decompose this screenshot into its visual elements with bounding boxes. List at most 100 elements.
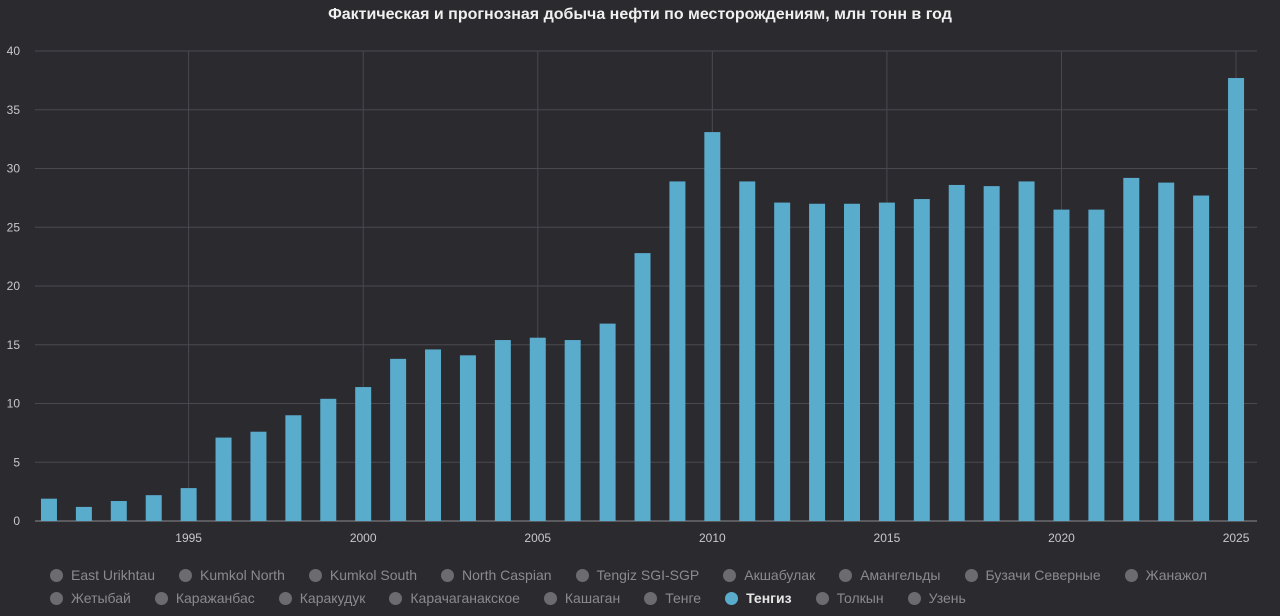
legend-dot-icon <box>50 568 63 582</box>
bar-2023[interactable] <box>1158 182 1175 521</box>
legend-dot-icon <box>441 568 455 582</box>
bar-2000[interactable] <box>355 387 372 521</box>
bar-1997[interactable] <box>250 431 267 521</box>
chart-title: Фактическая и прогнозная добыча нефти по… <box>328 6 952 23</box>
bar-2013[interactable] <box>809 203 826 521</box>
y-tick-label: 5 <box>13 455 20 469</box>
x-tick-label: 1995 <box>175 531 202 545</box>
bar-1992[interactable] <box>75 506 92 521</box>
bar-2020[interactable] <box>1053 209 1070 521</box>
bar-2014[interactable] <box>843 203 860 521</box>
bar-2001[interactable] <box>390 358 407 521</box>
bar-1995[interactable] <box>180 488 197 521</box>
bar-1999[interactable] <box>320 398 337 521</box>
bar-1994[interactable] <box>145 495 162 521</box>
legend-item[interactable]: Кашаган <box>543 590 621 606</box>
bar-2007[interactable] <box>599 323 616 521</box>
legend-item[interactable]: Акшабулак <box>723 567 815 583</box>
bar-2024[interactable] <box>1193 195 1210 521</box>
x-tick-label: 2020 <box>1048 531 1075 545</box>
legend-label: North Caspian <box>462 567 552 583</box>
x-tick-label: 2010 <box>699 531 726 545</box>
bar-2018[interactable] <box>983 186 1000 521</box>
bar-2011[interactable] <box>739 181 756 522</box>
legend-label: East Urikhtau <box>71 567 156 583</box>
x-axis: 1995 2000 2005 2010 2015 2020 2025 <box>175 531 1249 545</box>
legend-item[interactable]: East Urikhtau <box>50 567 155 583</box>
legend-dot-icon <box>839 568 853 582</box>
bar-2006[interactable] <box>564 340 581 521</box>
bar-2025[interactable] <box>1228 78 1245 522</box>
bar-1998[interactable] <box>285 415 302 521</box>
bar-2019[interactable] <box>1018 181 1035 522</box>
legend-dot-icon <box>50 591 63 605</box>
legend-item[interactable]: Каракудук <box>278 590 366 606</box>
y-tick-label: 0 <box>13 514 20 528</box>
bar-2017[interactable] <box>948 184 965 521</box>
x-tick-label: 2015 <box>874 531 901 545</box>
legend-dot-icon <box>907 591 921 605</box>
legend-dot-icon <box>575 568 589 582</box>
y-tick-label: 10 <box>7 397 21 411</box>
bar-2015[interactable] <box>878 202 895 521</box>
legend-dot-icon <box>644 591 658 605</box>
legend-label: Толкын <box>836 590 884 606</box>
legend-item[interactable]: Толкын <box>815 590 884 606</box>
bar-2022[interactable] <box>1123 177 1140 521</box>
legend-label: Жанажол <box>1145 567 1208 583</box>
legend-item[interactable]: Каражанбас <box>154 590 255 606</box>
legend-label: Жетыбай <box>71 590 131 606</box>
y-tick-label: 20 <box>7 279 21 293</box>
y-tick-label: 35 <box>7 103 21 117</box>
legend-dot-icon <box>543 591 557 605</box>
legend-item[interactable]: North Caspian <box>441 567 552 583</box>
y-tick-label: 25 <box>7 220 21 234</box>
bar-1996[interactable] <box>215 437 232 521</box>
legend-label: Карачаганакское <box>410 590 520 606</box>
y-tick-label: 30 <box>7 162 21 176</box>
legend-item[interactable]: Kumkol North <box>179 567 285 583</box>
bar-2004[interactable] <box>494 340 511 521</box>
legend-label: Узень <box>928 590 966 606</box>
x-tick-label: 2000 <box>350 531 377 545</box>
bar-1993[interactable] <box>110 501 127 521</box>
bar-2002[interactable] <box>425 349 442 521</box>
legend: East Urikhtau Kumkol North Kumkol South Nor… <box>50 564 1270 610</box>
legend-dot-icon <box>725 591 739 605</box>
legend-item[interactable]: Карачаганакское <box>389 590 520 606</box>
bar-2012[interactable] <box>774 202 791 521</box>
bar-2021[interactable] <box>1088 209 1105 521</box>
bar-2008[interactable] <box>634 253 651 521</box>
bar-2010[interactable] <box>704 132 721 521</box>
legend-item[interactable]: Амангельды <box>839 567 941 583</box>
bar-2009[interactable] <box>669 181 686 522</box>
bar-series <box>40 78 1245 522</box>
legend-label: Каражанбас <box>175 590 255 606</box>
y-tick-label: 15 <box>7 338 21 352</box>
bar-2016[interactable] <box>913 199 930 522</box>
x-tick-label: 2005 <box>524 531 551 545</box>
legend-item[interactable]: Бузачи Северные <box>964 567 1101 583</box>
legend-dot-icon <box>1124 568 1138 582</box>
legend-item[interactable]: Жетыбай <box>50 590 131 606</box>
legend-item[interactable]: Kumkol South <box>308 567 418 583</box>
y-tick-label: 40 <box>7 44 21 58</box>
y-axis: 0 5 10 15 20 25 30 35 40 <box>7 44 21 528</box>
legend-label: Амангельды <box>860 567 941 583</box>
bar-1991[interactable] <box>40 498 57 521</box>
legend-label: Бузачи Северные <box>985 567 1101 583</box>
legend-row-2: Жетыбай Каражанбас Каракудук Карачаганакско… <box>50 587 1270 609</box>
legend-item[interactable]: Тенгиз <box>725 590 792 606</box>
legend-dot-icon <box>154 591 168 605</box>
legend-label: Kumkol South <box>329 567 418 583</box>
bar-2003[interactable] <box>459 355 476 521</box>
legend-item[interactable]: Tengiz SGI-SGP <box>575 567 699 583</box>
legend-item[interactable]: Узень <box>907 590 966 606</box>
legend-label: Кашаган <box>564 590 621 606</box>
legend-item[interactable]: Тенге <box>644 590 701 606</box>
bar-2005[interactable] <box>529 337 546 521</box>
x-tick-label: 2025 <box>1223 531 1250 545</box>
legend-label: Каракудук <box>299 590 366 606</box>
legend-item[interactable]: Жанажол <box>1124 567 1208 583</box>
